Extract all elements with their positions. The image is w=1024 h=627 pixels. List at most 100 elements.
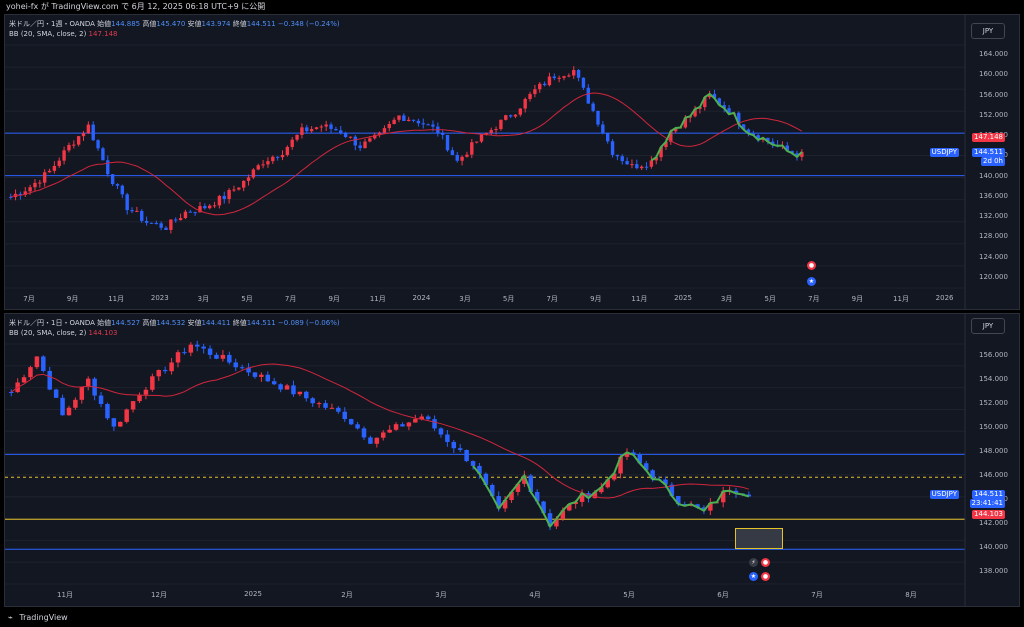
change-value: −0.348 (−0.24%) [277, 20, 340, 28]
price-tick-label: 156.000 [979, 351, 1008, 359]
high-label: 高値 [142, 20, 157, 28]
daily-chart-pane[interactable]: 米ドル／円・1日・OANDA 始値144.527 高値144.532 安値144… [4, 313, 1020, 607]
candle-body [201, 346, 206, 349]
candle-body [342, 411, 348, 420]
candle-body [284, 385, 290, 390]
candle-body [290, 139, 294, 147]
candle-body [314, 127, 319, 130]
candle-body [560, 510, 566, 519]
countdown-tag: 2d 0h [980, 157, 1005, 166]
jp-flag-icon[interactable]: ● [761, 572, 770, 581]
candle-body [60, 397, 65, 416]
candle-body [91, 124, 95, 141]
candle-body [41, 356, 46, 371]
weekly-indicator-legend[interactable]: BB (20, SMA, close, 2) 147.148 [9, 29, 118, 39]
candle-body [118, 421, 123, 427]
candle-body [406, 422, 412, 427]
candle-body [426, 124, 430, 126]
last-price-tag: 144.511 [972, 490, 1005, 499]
price-tick-label: 136.000 [979, 191, 1008, 200]
us-flag-icon[interactable]: ★ [807, 277, 816, 286]
candle-body [343, 132, 348, 137]
candle-body [66, 407, 72, 416]
candle-body [169, 362, 174, 372]
candle-body [251, 169, 256, 178]
candle-body [477, 465, 482, 474]
candle-body [143, 389, 149, 395]
candle-body [513, 114, 518, 117]
candle-body [669, 131, 673, 142]
currency-button[interactable]: JPY [971, 23, 1005, 39]
price-tick-label: 142.000 [979, 519, 1008, 527]
candle-body [703, 97, 707, 108]
candle-body [528, 475, 534, 492]
lightning-icon[interactable]: ⚡ [749, 558, 758, 567]
weekly-chart-pane[interactable]: 米ドル／円・1週・OANDA 始値144.885 高値145.470 安値143… [4, 14, 1020, 310]
time-tick-label: 2026 [935, 294, 954, 302]
candle-body [377, 132, 382, 135]
change-value: −0.089 (−0.06%) [277, 319, 340, 327]
time-tick-label: 3月 [197, 295, 210, 303]
currency-button[interactable]: JPY [971, 318, 1005, 334]
candle-body [402, 115, 406, 121]
weekly-chart-canvas[interactable] [5, 15, 1020, 310]
candle-body [256, 165, 260, 170]
candle-body [591, 103, 595, 111]
time-tick-label: 4月 [529, 591, 541, 599]
candle-body [421, 123, 425, 125]
price-tick-label: 146.000 [979, 471, 1008, 479]
candle-body [474, 141, 479, 143]
weekly-symbol-title[interactable]: 米ドル／円・1週・OANDA [9, 20, 95, 28]
time-tick-label: 7月 [808, 295, 820, 303]
candle-body [363, 141, 367, 149]
candle-body [297, 391, 303, 395]
close-value: 144.511 [246, 20, 276, 28]
low-label: 安値 [187, 319, 202, 327]
candle-body [538, 83, 542, 90]
candle-body [348, 419, 354, 425]
us-flag-icon[interactable]: ★ [749, 572, 758, 581]
candle-body [21, 377, 27, 383]
candle-body [393, 424, 399, 430]
candle-body [101, 148, 105, 161]
daily-chart-canvas[interactable] [5, 314, 1020, 607]
candle-body [457, 448, 463, 450]
time-tick-label: 9月 [66, 295, 79, 303]
high-label: 高値 [142, 319, 157, 327]
daily-symbol-title[interactable]: 米ドル／円・1日・OANDA [9, 319, 95, 327]
candle-body [259, 374, 264, 377]
candle-body [496, 496, 501, 509]
indicator-value: 144.103 [88, 329, 118, 337]
candle-body [695, 504, 700, 508]
event-marker-icon[interactable]: ● [807, 261, 816, 270]
candle-body [534, 491, 540, 502]
event-marker-icon[interactable]: ● [761, 558, 770, 567]
candle-body [592, 492, 598, 499]
candle-body [265, 374, 271, 382]
price-tick-label: 148.000 [979, 447, 1008, 455]
daily-indicator-legend[interactable]: BB (20, SMA, close, 2) 144.103 [9, 328, 118, 338]
close-label: 終値 [232, 20, 247, 28]
candle-body [392, 119, 396, 124]
candle-body [455, 154, 459, 161]
candle-body [149, 222, 154, 224]
candle-body [86, 124, 91, 134]
weekly-legend: 米ドル／円・1週・OANDA 始値144.885 高値145.470 安値143… [9, 19, 340, 29]
candle-body [407, 119, 411, 121]
candle-body [785, 145, 789, 152]
candle-body [310, 398, 315, 404]
candle-body [111, 418, 117, 427]
price-tick-label: 160.000 [979, 70, 1008, 79]
price-range-box[interactable] [735, 528, 783, 549]
candle-body [606, 132, 610, 142]
candle-body [460, 156, 464, 161]
candle-body [52, 165, 57, 171]
candle-body [125, 194, 129, 211]
candle-body [504, 115, 508, 120]
price-tick-label: 140.000 [979, 543, 1008, 551]
candle-body [195, 344, 200, 347]
candle-body [329, 124, 333, 129]
candle-body [508, 115, 513, 117]
bb-basis-line [10, 363, 749, 499]
candle-body [271, 381, 277, 385]
